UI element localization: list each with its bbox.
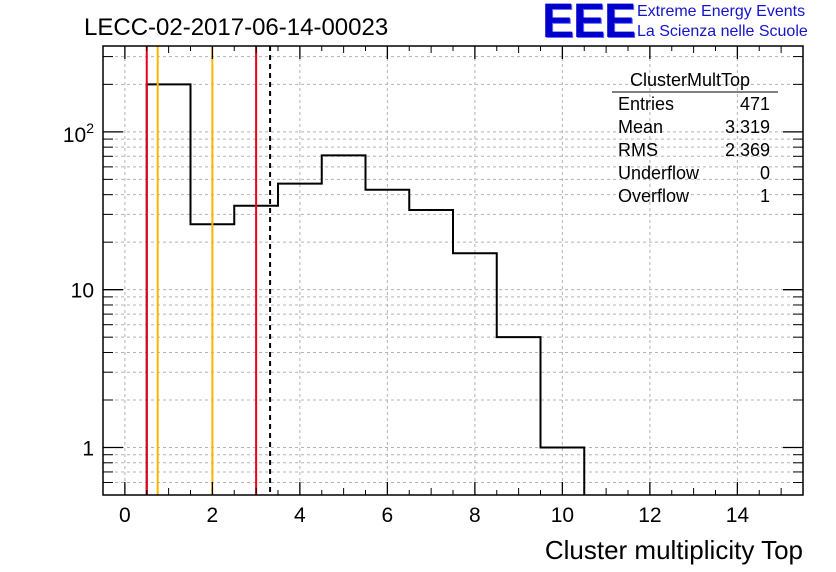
x-tick-label: 8	[469, 504, 481, 527]
stats-label: Mean	[618, 117, 663, 137]
histogram-bin	[497, 337, 541, 495]
x-tick-label: 14	[726, 504, 750, 527]
stats-value: 3.319	[725, 117, 770, 137]
logo-line-2: La Scienza nelle Scuole	[637, 23, 808, 40]
x-tick-label: 2	[207, 504, 219, 527]
stats-label: Overflow	[618, 186, 690, 206]
histogram-bin	[409, 210, 453, 495]
eee-logo-mark: EEE	[542, 0, 636, 48]
grid	[103, 46, 803, 495]
eee-logo: EEE Extreme Energy Events La Scienza nel…	[542, 0, 832, 46]
x-tick-label: 0	[119, 504, 131, 527]
y-tick-label: 1	[82, 437, 94, 460]
stats-title: ClusterMultTop	[630, 70, 750, 90]
y-tick-label: 10	[71, 280, 94, 303]
chart-title: LECC-02-2017-06-14-00023	[84, 14, 388, 41]
y-tick-label: 102	[63, 120, 94, 147]
stats-value: 1	[760, 186, 770, 206]
stats-value: 0	[760, 163, 770, 183]
x-tick-label: 10	[551, 504, 574, 527]
stats-value: 2.369	[725, 140, 770, 160]
histogram-bin	[453, 253, 497, 495]
stats-label: Underflow	[618, 163, 700, 183]
histogram-bin	[147, 84, 191, 495]
stats-box: ClusterMultTop Entries 471 Mean 3.319 RMS 2.3…	[612, 70, 778, 206]
x-tick-label: 4	[294, 504, 306, 527]
marker-lines	[145, 46, 272, 495]
x-axis-label: Cluster multiplicity Top	[545, 535, 803, 565]
histogram-bin	[322, 155, 366, 495]
x-tick-label: 6	[382, 504, 394, 527]
histogram-bin	[278, 184, 322, 495]
logo-line-1: Extreme Energy Events	[637, 3, 806, 20]
histogram-bin	[366, 190, 410, 495]
stats-value: 471	[740, 94, 770, 114]
x-tick-label: 12	[638, 504, 661, 527]
stats-label: Entries	[618, 94, 674, 114]
stats-label: RMS	[618, 140, 658, 160]
